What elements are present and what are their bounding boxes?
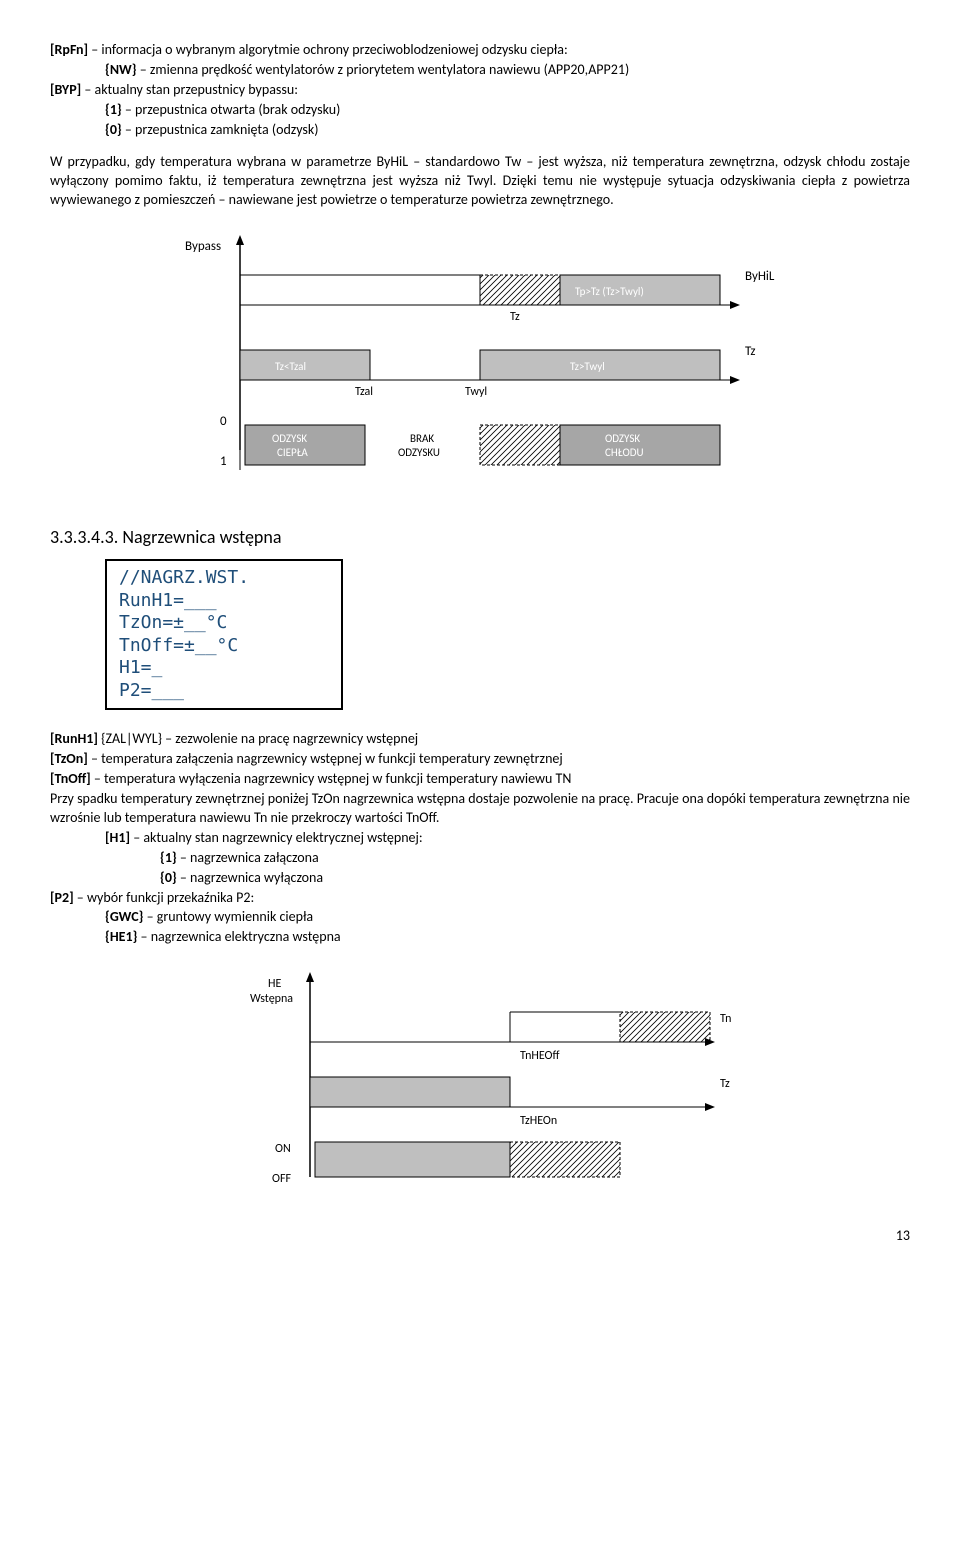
he1-text: – nagrzewnica elektryczna wstępna <box>137 928 340 945</box>
diagram-he: HE Wstępna Tn TnHEOff Tz TzHEOn ON OFF <box>200 967 760 1197</box>
h1-1-text: – nagrzewnica załączona <box>177 849 319 866</box>
runh1-line: [RunH1] {ZAL|WYL} – zezwolenie na pracę … <box>50 730 910 749</box>
odzysk-ciepla-2: CIEPŁA <box>277 446 308 459</box>
rpfn-line: [RpFn] – informacja o wybranym algorytmi… <box>50 41 910 60</box>
tz-label-d2: Tz <box>720 1077 730 1091</box>
h1-label: [H1] <box>105 829 130 846</box>
on-label: ON <box>275 1142 291 1156</box>
b0-text: – przepustnica zamknięta (odzysk) <box>122 121 319 138</box>
page-number: 13 <box>50 1227 910 1246</box>
byhil-label: ByHiL <box>745 269 775 284</box>
b1-label: {1} <box>105 101 122 118</box>
tn-label: Tn <box>720 1012 731 1026</box>
h1-1-line: {1} – nagrzewnica załączona <box>160 849 910 868</box>
nw-label: {NW} <box>105 61 137 78</box>
code-l2: RunH1=___ <box>119 590 329 613</box>
brak-odzysku-1: BRAK <box>410 432 434 445</box>
section-heading: 3.3.3.4.3. Nagrzewnica wstępna <box>50 525 910 549</box>
tnoff-line: [TnOff] – temperatura wyłączenia nagrzew… <box>50 770 910 789</box>
tz-axis: Tz <box>745 344 756 359</box>
odzysk-chlodu-1: ODZYSK <box>605 432 640 445</box>
tnoff-text: – temperatura wyłączenia nagrzewnicy wst… <box>91 770 572 787</box>
byp1-line: {1} – przepustnica otwarta (brak odzysku… <box>105 101 910 120</box>
tzon-text: – temperatura załączenia nagrzewnicy wst… <box>88 750 563 767</box>
h1-1-label: {1} <box>160 849 177 866</box>
tzon-label: [TzOn] <box>50 750 88 767</box>
paragraph-1: W przypadku, gdy temperatura wybrana w p… <box>50 153 910 210</box>
tz-label-1: Tz <box>510 310 520 324</box>
brak-odzysku-2: ODZYSKU <box>398 446 440 459</box>
b1-text: – przepustnica otwarta (brak odzysku) <box>122 101 341 118</box>
rpfn-text: – informacja o wybranym algorytmie ochro… <box>88 41 568 58</box>
code-l3: TzOn=±__°C <box>119 612 329 635</box>
gwc-label: {GWC} <box>105 908 143 925</box>
p2-text: – wybór funkcji przekaźnika P2: <box>74 889 255 906</box>
runh1-label: [RunH1] <box>50 730 98 747</box>
he-label-2: Wstępna <box>250 992 293 1006</box>
h1-0-label: {0} <box>160 869 177 886</box>
he1-label: {HE1} <box>105 928 137 945</box>
nw-line: {NW} – zmienna prędkość wentylatorów z p… <box>105 61 910 80</box>
tnoff-label: [TnOff] <box>50 770 91 787</box>
h1-0-text: – nagrzewnica wyłączona <box>177 869 323 886</box>
gwc-line: {GWC} – gruntowy wymiennik ciepła <box>105 908 910 927</box>
code-l1: //NAGRZ.WST. <box>119 567 329 590</box>
p2-line: [P2] – wybór funkcji przekaźnika P2: <box>50 889 910 908</box>
code-box: //NAGRZ.WST. RunH1=___ TzOn=±__°C TnOff=… <box>105 559 343 710</box>
h1-0-line: {0} – nagrzewnica wyłączona <box>160 869 910 888</box>
tzal-label: Tzal <box>355 385 373 399</box>
para-2: Przy spadku temperatury zewnętrznej poni… <box>50 790 910 828</box>
param-block-1: [RpFn] – informacja o wybranym algorytmi… <box>50 41 910 139</box>
tzon-line: [TzOn] – temperatura załączenia nagrzewn… <box>50 750 910 769</box>
b0-label: {0} <box>105 121 122 138</box>
code-l4: TnOff=±__°C <box>119 635 329 658</box>
bypass-label: Bypass <box>185 239 221 254</box>
tztwyl-label: Tz>Twyl <box>570 360 605 373</box>
he1-line: {HE1} – nagrzewnica elektryczna wstępna <box>105 928 910 947</box>
byp-text: – aktualny stan przepustnicy bypassu: <box>81 81 298 98</box>
tzheon-label: TzHEOn <box>520 1114 557 1128</box>
h1-line: [H1] – aktualny stan nagrzewnicy elektry… <box>105 829 910 848</box>
twyl-label: Twyl <box>465 385 487 399</box>
odzysk-chlodu-2: CHŁODU <box>605 446 644 459</box>
byp0-line: {0} – przepustnica zamknięta (odzysk) <box>105 121 910 140</box>
code-l6: P2=___ <box>119 680 329 703</box>
diagram-bypass: Bypass ByHiL Tp>Tz (Tz>Twyl) Tz Tz Tz<Tz… <box>180 230 780 500</box>
h1-text: – aktualny stan nagrzewnicy elektrycznej… <box>130 829 423 846</box>
off-label: OFF <box>272 1172 291 1186</box>
zero-label: 0 <box>220 414 227 429</box>
byp-line: [BYP] – aktualny stan przepustnicy bypas… <box>50 81 910 100</box>
p2-label: [P2] <box>50 889 74 906</box>
byp-label: [BYP] <box>50 81 81 98</box>
param-block-2: [RunH1] {ZAL|WYL} – zezwolenie na pracę … <box>50 730 910 947</box>
nw-text: – zmienna prędkość wentylatorów z priory… <box>137 61 630 78</box>
rpfn-label: [RpFn] <box>50 41 88 58</box>
he-label-1: HE <box>268 977 281 991</box>
runh1-text: {ZAL|WYL} – zezwolenie na pracę nagrzewn… <box>98 730 418 747</box>
code-l5: H1=_ <box>119 657 329 680</box>
tztzal-label: Tz<Tzal <box>275 360 306 373</box>
tnheoff-label: TnHEOff <box>520 1049 560 1063</box>
gwc-text: – gruntowy wymiennik ciepła <box>143 908 313 925</box>
one-label: 1 <box>220 454 227 469</box>
tptz-label: Tp>Tz (Tz>Twyl) <box>575 285 644 298</box>
odzysk-ciepla-1: ODZYSK <box>272 432 307 445</box>
